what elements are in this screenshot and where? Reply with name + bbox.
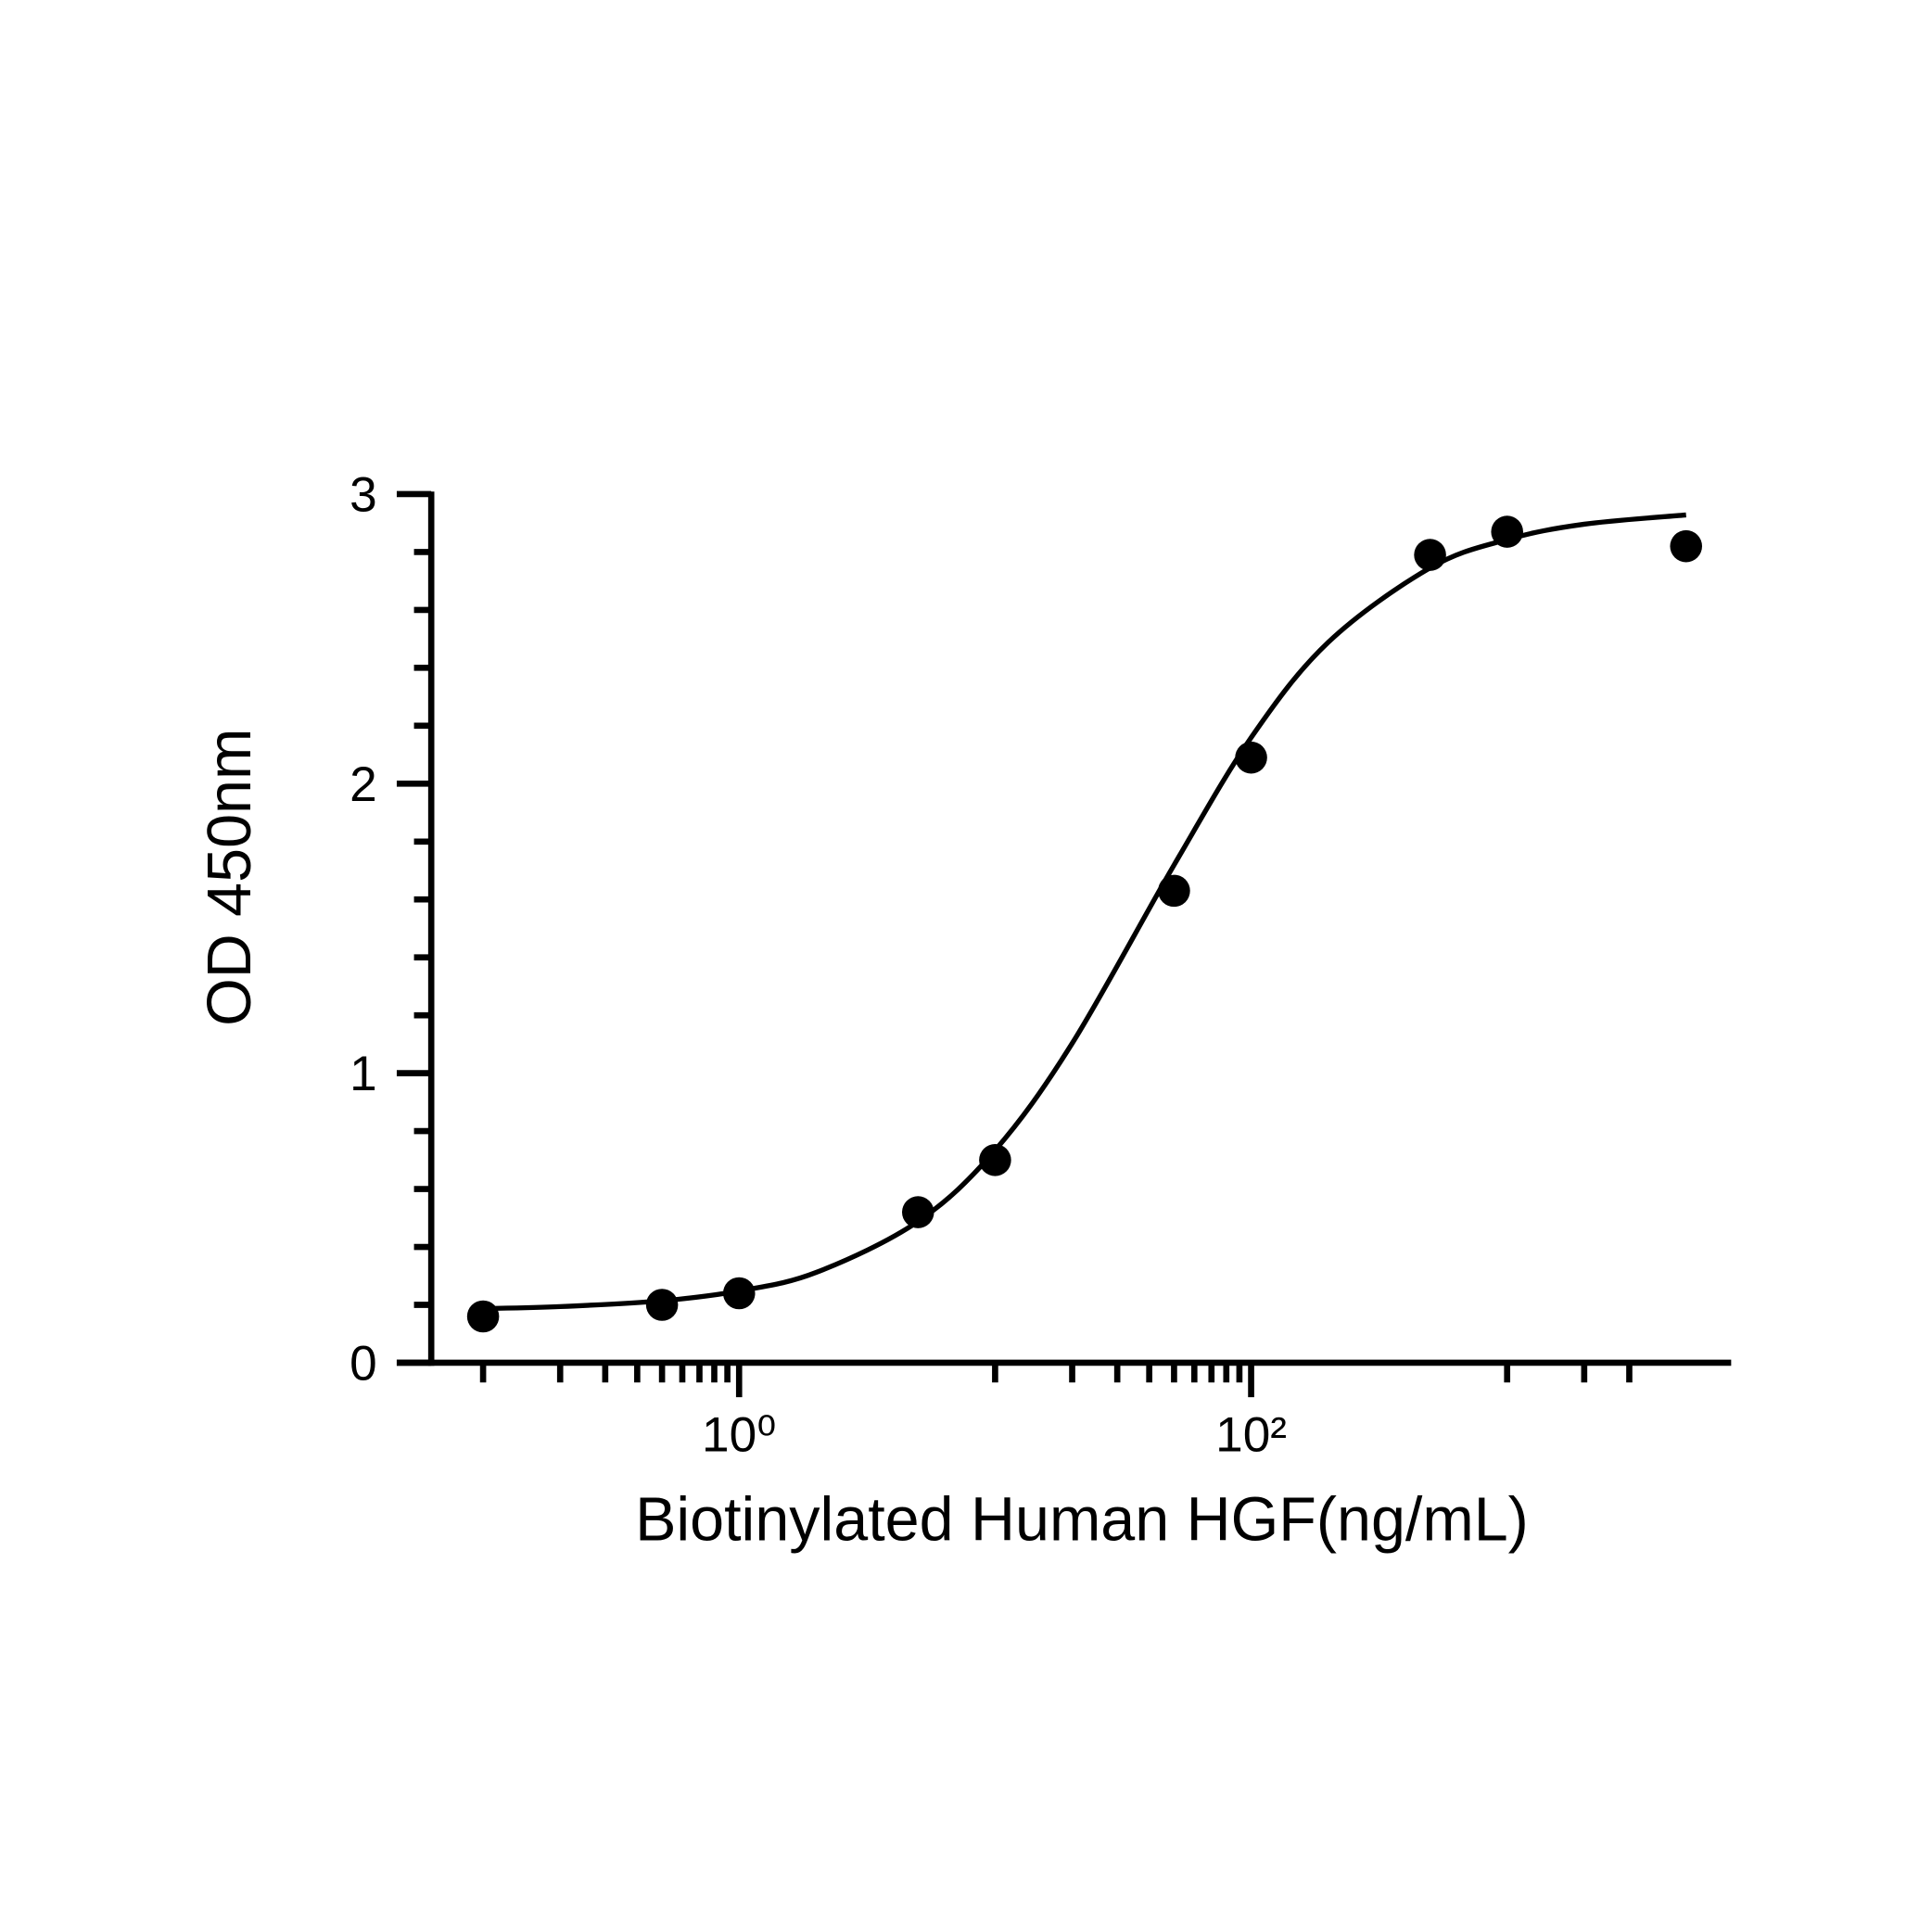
x-tick-label: 10⁰ [702, 1408, 776, 1463]
data-point [722, 1277, 756, 1310]
y-tick-label: 3 [350, 468, 377, 523]
x-tick-label: 10² [1215, 1408, 1287, 1463]
data-point [1491, 515, 1523, 548]
data-point [466, 1300, 500, 1333]
y-axis-title: OD 450nm [196, 729, 264, 1026]
y-tick-label: 2 [350, 757, 377, 812]
data-point [1414, 539, 1446, 571]
x-axis-title: Biotinylated Human HGF(ng/mL) [635, 1485, 1529, 1554]
data-point [645, 1289, 679, 1321]
data-point [1670, 529, 1703, 563]
data-point [979, 1144, 1011, 1176]
data-point [901, 1196, 934, 1228]
y-tick-label: 0 [350, 1337, 377, 1392]
fit-curve [483, 512, 1686, 1312]
y-tick-label: 1 [350, 1047, 377, 1101]
data-point [1235, 741, 1267, 774]
data-point [1158, 874, 1190, 908]
